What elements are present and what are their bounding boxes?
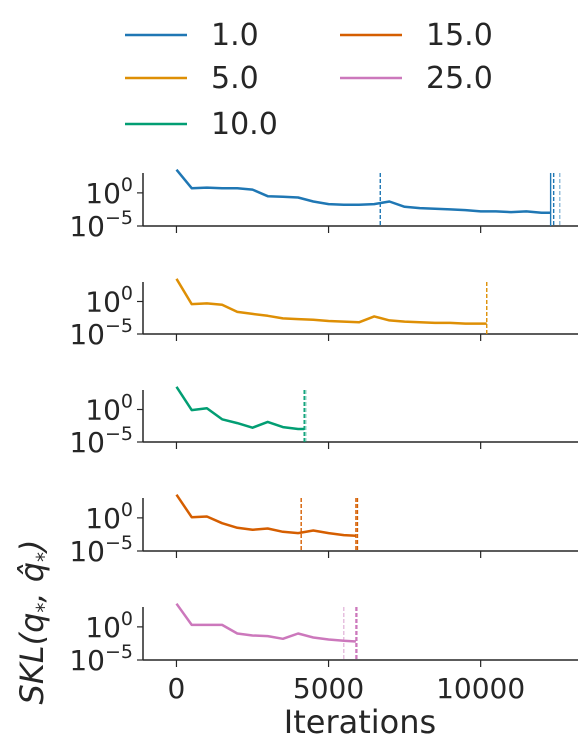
y-tick-label-1-1: 10−5 <box>69 315 133 351</box>
legend-label-3: 15.0 <box>426 18 493 53</box>
series-line-2 <box>175 386 305 431</box>
y-tick-label-0-1: 10−5 <box>69 207 133 243</box>
series-line-0 <box>175 168 551 215</box>
legend: 1.0 5.0 10.0 15.0 25.0 <box>125 18 493 142</box>
legend-label-1: 5.0 <box>211 61 259 96</box>
x-tick-label-0: 0 <box>168 672 186 705</box>
y-tick-label-3-0: 100 <box>85 499 133 535</box>
x-tick-label-2: 10000 <box>436 672 525 705</box>
series-line-4 <box>175 602 356 643</box>
y-tick-label-1-0: 100 <box>85 283 133 319</box>
y-tick-label-0-0: 100 <box>85 174 133 210</box>
x-axis-ticks: 0 5000 10000 <box>168 672 526 705</box>
y-tick-label-4-1: 10−5 <box>69 641 133 677</box>
y-axis-label: SKL(q*, q̂*) <box>13 539 56 704</box>
y-tick-label-4-0: 100 <box>85 608 133 644</box>
legend-label-2: 10.0 <box>211 107 278 142</box>
y-tick-label-2-0: 100 <box>85 391 133 427</box>
y-tick-label-3-1: 10−5 <box>69 532 133 568</box>
x-tick-label-1: 5000 <box>293 672 364 705</box>
legend-label-0: 1.0 <box>211 18 259 53</box>
y-tick-label-2-1: 10−5 <box>69 423 133 459</box>
series-line-1 <box>175 278 487 325</box>
series-line-3 <box>175 494 356 538</box>
legend-label-4: 25.0 <box>426 61 493 96</box>
x-axis-label: Iterations <box>284 703 436 741</box>
